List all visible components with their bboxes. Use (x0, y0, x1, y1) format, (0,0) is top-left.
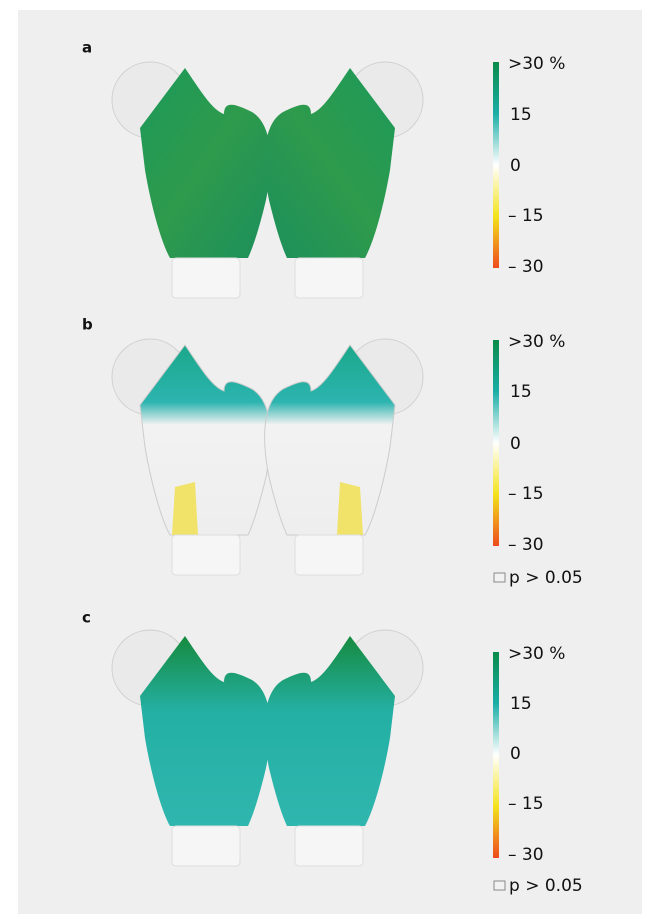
scale-label: >30 % (508, 332, 565, 352)
legend-label: p > 0.05 (509, 876, 583, 896)
panel-label: a (82, 39, 92, 57)
scale-label: >30 % (508, 644, 565, 664)
legend-label: p > 0.05 (509, 568, 583, 588)
color-bar (493, 62, 499, 268)
scale-label: 15 (510, 382, 532, 402)
scale-label: >30 % (508, 54, 565, 74)
scale-label: 0 (510, 434, 521, 454)
panel-label: b (82, 316, 93, 334)
scale-label: – 30 (508, 535, 544, 555)
legend-swatch (494, 573, 505, 582)
scale-label: – 15 (508, 206, 544, 226)
scale-label: 15 (510, 694, 532, 714)
figure-page: a >30 % 15 0 – 15 – 30 b >30 % 15 0 – 15… (0, 0, 660, 924)
color-bar (493, 340, 499, 546)
scale-label: 0 (510, 744, 521, 764)
panel-label: c (82, 609, 91, 627)
scale-label: – 30 (508, 845, 544, 865)
scale-label: – 30 (508, 257, 544, 277)
figure: a >30 % 15 0 – 15 – 30 b >30 % 15 0 – 15… (0, 0, 660, 924)
scale-label: – 15 (508, 794, 544, 814)
legend-swatch (494, 881, 505, 890)
scale-label: 0 (510, 156, 521, 176)
color-bar (493, 652, 499, 858)
scale-label: – 15 (508, 484, 544, 504)
scale-label: 15 (510, 105, 532, 125)
